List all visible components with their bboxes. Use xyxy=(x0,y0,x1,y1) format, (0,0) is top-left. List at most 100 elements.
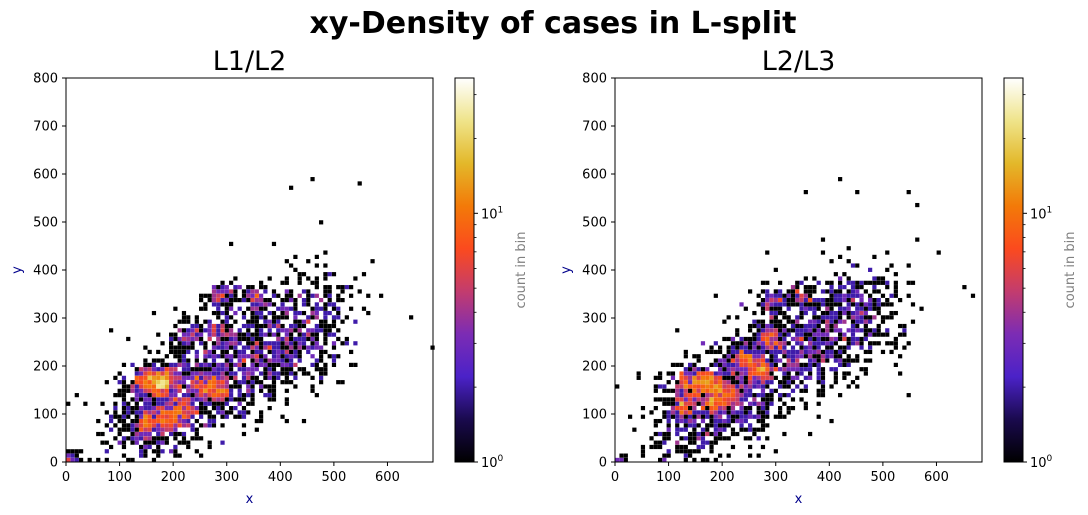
density-bin xyxy=(735,367,740,372)
density-bin xyxy=(156,410,161,415)
density-bin xyxy=(190,406,195,411)
y-tick-label: 0 xyxy=(599,456,607,471)
density-bin xyxy=(139,367,144,372)
density-bin xyxy=(151,367,157,372)
density-bin xyxy=(169,397,174,402)
density-bin xyxy=(186,328,191,333)
density-bin xyxy=(177,354,182,359)
density-bin xyxy=(220,410,225,415)
density-bin xyxy=(263,302,268,307)
density-bin xyxy=(808,306,813,311)
density-bin xyxy=(640,449,646,454)
density-bin xyxy=(730,358,736,363)
density-bin xyxy=(113,423,118,428)
density-bin xyxy=(730,406,736,411)
density-bin xyxy=(160,418,165,424)
density-bin xyxy=(670,406,676,411)
density-bin xyxy=(156,397,161,402)
density-bin xyxy=(271,362,277,367)
density-bin xyxy=(812,341,817,346)
density-bin xyxy=(760,397,766,402)
density-bin xyxy=(816,323,821,329)
density-bin xyxy=(319,306,324,311)
density-bin xyxy=(726,406,731,411)
density-bin xyxy=(760,367,766,372)
density-bin xyxy=(336,328,341,333)
density-bin xyxy=(709,371,714,376)
density-bin xyxy=(306,298,311,303)
density-bin xyxy=(190,380,195,385)
density-bin xyxy=(808,319,813,324)
density-bin xyxy=(790,362,796,367)
density-bin xyxy=(816,354,821,359)
density-bin xyxy=(186,349,191,355)
density-bin xyxy=(855,328,860,333)
density-bin xyxy=(679,375,684,380)
density-bin xyxy=(301,289,307,294)
density-bin xyxy=(173,453,178,458)
density-bin xyxy=(760,388,766,393)
density-bin xyxy=(769,401,774,406)
density-bin xyxy=(280,298,285,303)
density-bin xyxy=(314,285,319,290)
density-bin xyxy=(760,362,766,367)
density-bin xyxy=(323,319,328,324)
density-bin xyxy=(259,388,264,393)
density-bin xyxy=(164,393,169,398)
density-bin xyxy=(872,306,877,311)
density-bin xyxy=(705,349,710,355)
density-bin xyxy=(833,319,838,324)
density-bin xyxy=(778,397,783,402)
density-bin xyxy=(833,289,838,294)
density-bin xyxy=(147,384,152,389)
density-bin xyxy=(323,367,328,372)
density-bin xyxy=(679,362,684,367)
density-bin xyxy=(237,410,242,415)
density-bin xyxy=(679,449,684,454)
density-bin xyxy=(803,362,808,367)
density-bin xyxy=(254,367,259,372)
density-bin xyxy=(254,427,259,432)
density-bin xyxy=(709,349,714,355)
density-bin xyxy=(173,431,178,437)
density-bin xyxy=(859,302,864,307)
density-bin xyxy=(748,393,753,398)
density-bin xyxy=(692,418,697,424)
density-bin xyxy=(829,302,834,307)
density-bin xyxy=(842,306,847,311)
density-bin xyxy=(151,401,157,406)
density-bin xyxy=(220,293,225,298)
density-bin xyxy=(700,457,706,463)
density-bin xyxy=(126,423,131,428)
density-bin xyxy=(658,457,663,463)
density-bin xyxy=(829,293,834,298)
density-bin xyxy=(271,345,277,350)
density-bin xyxy=(653,418,658,424)
density-bin xyxy=(765,384,770,389)
density-bin xyxy=(211,358,217,363)
density-bin xyxy=(696,380,701,385)
density-bin xyxy=(803,276,808,281)
density-bin xyxy=(765,367,770,372)
density-bin xyxy=(868,328,873,333)
density-bin xyxy=(850,323,856,329)
density-bin xyxy=(769,341,774,346)
density-bin xyxy=(662,457,667,463)
density-bin xyxy=(314,328,319,333)
density-bin xyxy=(765,436,770,441)
density-bin xyxy=(186,319,191,324)
density-bin xyxy=(688,423,693,428)
density-bin xyxy=(683,354,688,359)
density-bin xyxy=(820,237,826,242)
density-bin xyxy=(790,358,796,363)
density-bin xyxy=(825,302,830,307)
density-bin xyxy=(211,289,217,294)
density-bin xyxy=(898,354,903,359)
density-bin xyxy=(254,293,259,298)
density-bin xyxy=(331,272,337,277)
density-bin xyxy=(709,397,714,402)
density-bin xyxy=(130,457,135,463)
density-bin xyxy=(237,401,242,406)
density-bin xyxy=(760,302,766,307)
density-bin xyxy=(902,332,907,337)
